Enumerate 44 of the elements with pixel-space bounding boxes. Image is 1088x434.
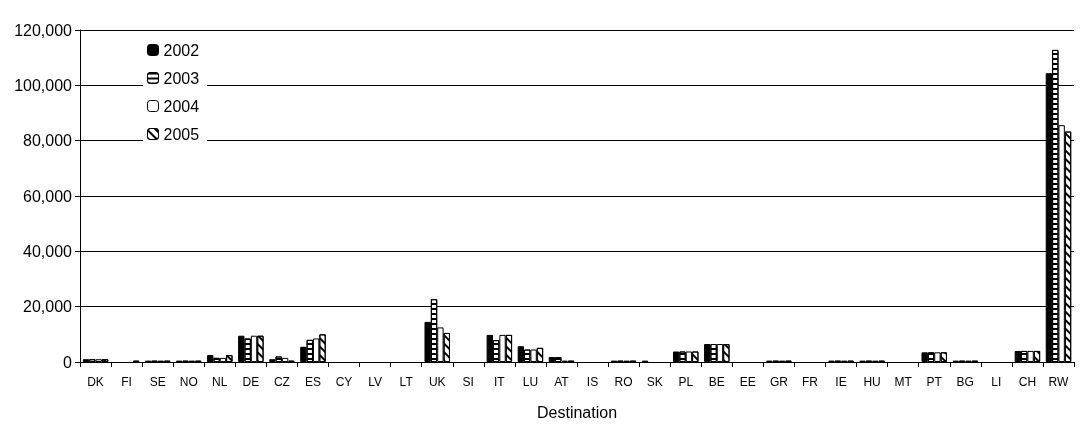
x-tick-label: LT bbox=[399, 375, 414, 389]
x-tick-label: PT bbox=[926, 375, 943, 389]
x-tick-label: NO bbox=[179, 375, 198, 389]
x-tick-label: FR bbox=[801, 375, 819, 389]
x-tick-label: LU bbox=[522, 375, 539, 389]
x-tick-label: LV bbox=[368, 375, 382, 389]
y-tick-label: 80,000 bbox=[23, 132, 73, 150]
x-tick-label: MT bbox=[894, 375, 913, 389]
legend-label: 2004 bbox=[163, 97, 200, 115]
y-tick-label: 20,000 bbox=[23, 298, 73, 316]
y-tick-label: 0 bbox=[63, 353, 73, 371]
legend-label: 2002 bbox=[163, 41, 200, 59]
y-tick-label: 100,000 bbox=[14, 76, 73, 94]
legend-label: 2005 bbox=[163, 125, 200, 143]
x-tick-label: BG bbox=[956, 375, 974, 389]
y-tick-label: 60,000 bbox=[23, 187, 73, 205]
x-tick-label: IS bbox=[586, 375, 599, 389]
x-tick-label: FI bbox=[121, 375, 132, 389]
x-tick-label: HU bbox=[863, 375, 881, 389]
x-tick-label: ES bbox=[304, 375, 321, 389]
x-tick-label: EE bbox=[739, 375, 756, 389]
y-tick-label: 120,000 bbox=[14, 21, 73, 39]
x-tick-label: CZ bbox=[273, 375, 290, 389]
x-tick-label: GR bbox=[769, 375, 789, 389]
x-tick-label: PL bbox=[678, 375, 694, 389]
x-tick-label: LI bbox=[991, 375, 1002, 389]
x-tick-label: SK bbox=[646, 375, 663, 389]
x-tick-label: CH bbox=[1018, 375, 1037, 389]
x-tick-label: UK bbox=[428, 375, 446, 389]
x-tick-label: DK bbox=[87, 375, 104, 389]
x-tick-label: BE bbox=[708, 375, 725, 389]
x-tick-label: NL bbox=[212, 375, 228, 389]
x-tick-label: DE bbox=[242, 375, 260, 389]
legend-label: 2003 bbox=[163, 69, 200, 87]
x-tick-label: RW bbox=[1048, 375, 1070, 389]
x-tick-label: CY bbox=[335, 375, 353, 389]
x-tick-label: IE bbox=[835, 375, 847, 389]
x-tick-label: SE bbox=[149, 375, 166, 389]
x-axis-title: Destination bbox=[536, 403, 618, 421]
x-tick-label: SI bbox=[462, 375, 474, 389]
x-tick-label: IT bbox=[494, 375, 506, 389]
x-tick-label: AT bbox=[554, 375, 570, 389]
y-tick-label: 40,000 bbox=[23, 242, 73, 260]
x-tick-label: RO bbox=[614, 375, 633, 389]
